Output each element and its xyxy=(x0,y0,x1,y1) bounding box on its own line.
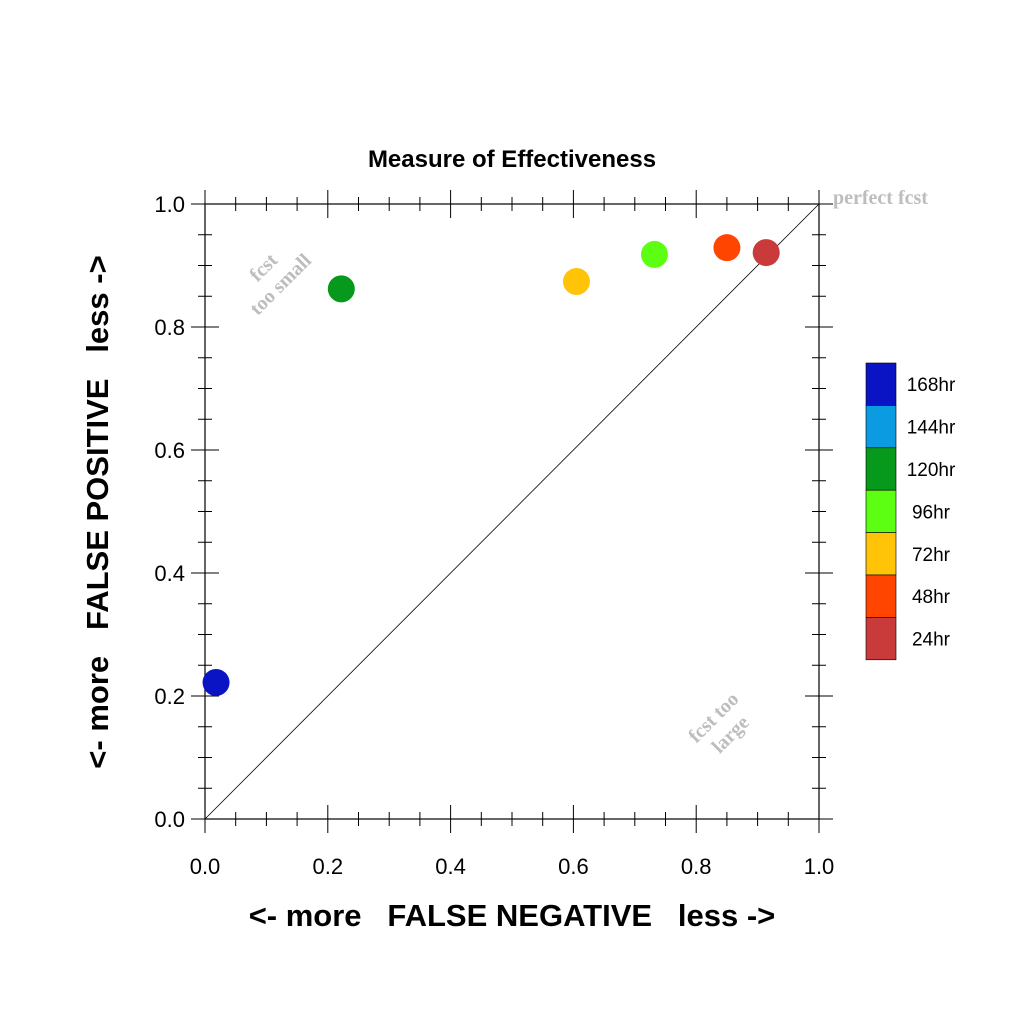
plot-area: 0.0 0.2 0.4 0.6 0.8 1.0 0.0 0.2 0.4 0.6 0.8 1.0 perf… xyxy=(154,187,928,879)
data-point-24hr xyxy=(752,239,780,267)
legend-swatch-120hr xyxy=(865,447,897,491)
data-point-120hr xyxy=(327,275,355,303)
legend-swatch-72hr xyxy=(865,532,897,576)
x-tick-label: 0.2 xyxy=(313,854,344,879)
legend: 168hr 144hr 120hr 96hr 72hr 48hr 24hr xyxy=(865,362,956,661)
x-tick-label: 1.0 xyxy=(804,854,835,879)
x-axis-title: <- more FALSE NEGATIVE less -> xyxy=(249,898,776,933)
y-axis-title: <- more FALSE POSITIVE less -> xyxy=(80,255,115,768)
diagonal-line xyxy=(204,203,820,820)
chart-title: Measure of Effectiveness xyxy=(368,146,656,173)
x-tick-label: 0.8 xyxy=(681,854,712,879)
data-point-48hr xyxy=(713,234,741,262)
legend-swatch-48hr xyxy=(865,574,897,618)
y-tick-label: 0.6 xyxy=(154,438,185,463)
legend-swatch-144hr xyxy=(865,405,897,449)
legend-label-96hr: 96hr xyxy=(912,502,951,523)
y-tick-label: 1.0 xyxy=(154,192,185,217)
legend-label-144hr: 144hr xyxy=(907,418,956,439)
legend-label-120hr: 120hr xyxy=(907,460,956,481)
legend-swatch-168hr xyxy=(865,362,897,406)
y-tick-label: 0.0 xyxy=(154,807,185,832)
legend-label-24hr: 24hr xyxy=(912,630,951,651)
data-point-72hr xyxy=(562,267,590,295)
data-point-96hr xyxy=(640,240,668,268)
legend-label-168hr: 168hr xyxy=(907,375,956,396)
x-tick-label: 0.4 xyxy=(435,854,466,879)
perfect-fcst-annotation: perfect fcst xyxy=(833,187,928,209)
legend-swatch-96hr xyxy=(865,489,897,533)
data-point-168hr xyxy=(202,668,230,696)
legend-label-72hr: 72hr xyxy=(912,545,951,566)
y-tick-label: 0.2 xyxy=(154,684,185,709)
x-tick-label: 0.0 xyxy=(190,854,221,879)
y-tick-label: 0.8 xyxy=(154,315,185,340)
y-tick-label: 0.4 xyxy=(154,561,185,586)
legend-label-48hr: 48hr xyxy=(912,587,951,608)
legend-swatch-24hr xyxy=(865,617,897,661)
x-tick-label: 0.6 xyxy=(558,854,589,879)
